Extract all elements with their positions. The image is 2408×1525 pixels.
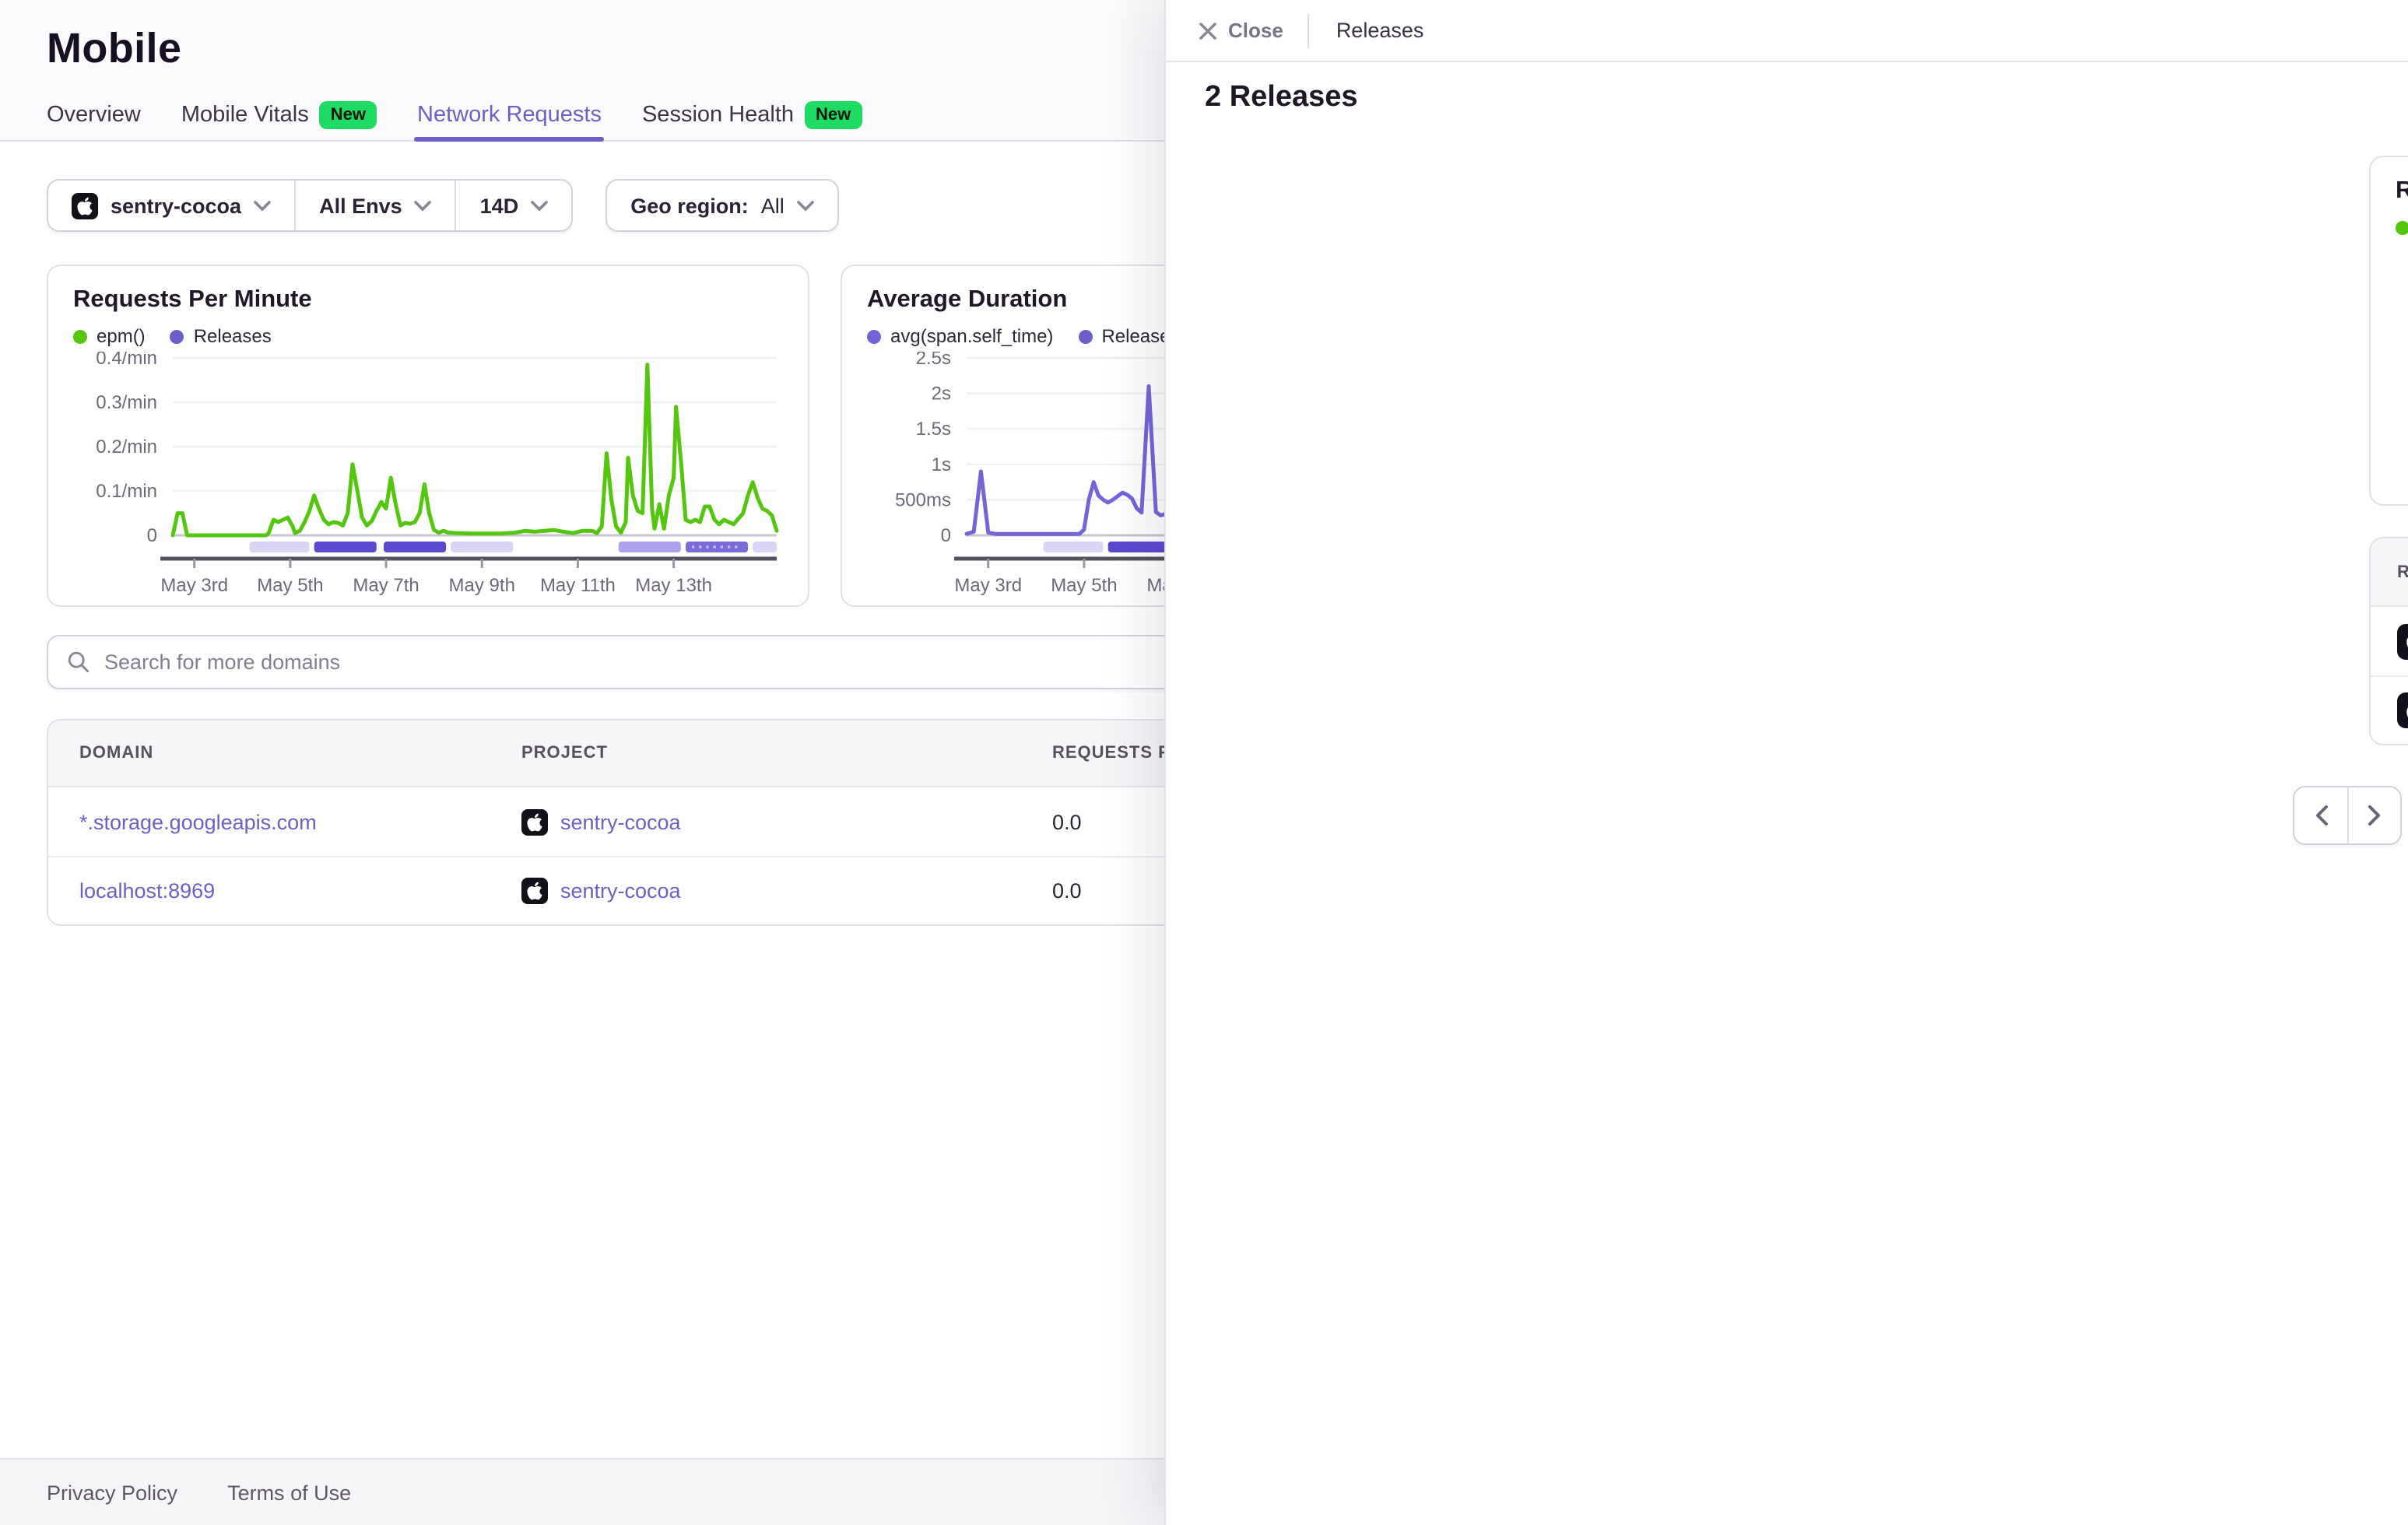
releases-table: RELEASE NEW ISSUES CREATED 8.50.1 (1) 0 … [2369, 537, 2408, 745]
apple-icon [521, 878, 548, 904]
page-filter-group: sentry-cocoa All Envs 14D [47, 179, 574, 232]
legend-dot [1078, 329, 1093, 343]
svg-text:0.3/min: 0.3/min [96, 392, 157, 413]
column-header-release: RELEASE [2371, 563, 2408, 581]
svg-text:500ms: 500ms [895, 489, 951, 510]
chart-title: Average Duration [867, 286, 1068, 313]
chart-legend: epm() Releases [2396, 216, 2408, 238]
next-page-button[interactable] [2347, 787, 2400, 843]
svg-text:May 5th: May 5th [257, 575, 323, 596]
svg-text:0.1/min: 0.1/min [96, 481, 157, 502]
domain-link[interactable]: *.storage.googleapis.com [79, 810, 317, 833]
geo-region-value: All [760, 194, 785, 217]
tab-session-health[interactable]: Session Health New [642, 90, 862, 140]
environment-selector-value: All Envs [319, 194, 402, 217]
chevron-down-icon [254, 200, 271, 211]
svg-text:May 5th: May 5th [1051, 575, 1117, 596]
chart-legend: epm() Releases [73, 325, 783, 347]
chart-title: Requests Per Minute [2396, 177, 2408, 205]
geo-region-label: Geo region: [630, 194, 749, 217]
svg-text:2.5s: 2.5s [916, 352, 951, 369]
apple-icon [2397, 623, 2408, 659]
svg-text:May 9th: May 9th [449, 575, 515, 596]
chevron-down-icon [796, 200, 814, 211]
tab-mobile-vitals[interactable]: Mobile Vitals New [181, 90, 377, 140]
panel-title: Releases [1336, 19, 1424, 42]
releases-count-heading: 2 Releases [1205, 81, 1358, 114]
table-row: 8.50.1 (1) 0 May 12, 2025 15:02:52 EDT [2371, 607, 2408, 675]
legend-dot [170, 329, 184, 343]
terms-of-use-link[interactable]: Terms of Use [227, 1481, 352, 1504]
svg-text:1s: 1s [932, 454, 951, 475]
svg-text:May 7th: May 7th [353, 575, 419, 596]
releases-panel: Close Releases 2 Releases Requests Per M… [1164, 0, 2408, 1525]
legend-item-epm[interactable]: epm() [73, 325, 146, 347]
legend-item-epm[interactable]: epm() [2396, 216, 2408, 238]
panel-requests-per-minute-card: Requests Per Minute epm() Releases 1/min… [2369, 156, 2408, 506]
pagination [2293, 786, 2402, 845]
tab-network-requests[interactable]: Network Requests [414, 90, 606, 142]
legend-dot [73, 329, 87, 343]
legend-dot [867, 329, 881, 343]
tab-bar: Overview Mobile Vitals New Network Reque… [47, 90, 862, 142]
page-title: Mobile [47, 25, 182, 72]
legend-item-releases[interactable]: Releases [170, 325, 272, 347]
geo-filter-group: Geo region: All [606, 179, 839, 232]
column-header-domain: DOMAIN [79, 744, 154, 762]
requests-per-minute-card: Requests Per Minute epm() Releases 0.4/m… [47, 265, 809, 607]
releases-table-header: RELEASE NEW ISSUES CREATED [2371, 538, 2408, 607]
date-range-selector[interactable]: 14D [455, 181, 572, 230]
svg-text:0.2/min: 0.2/min [96, 436, 157, 457]
svg-text:0.4/min: 0.4/min [96, 352, 157, 369]
svg-text:May 3rd: May 3rd [954, 575, 1022, 596]
chevron-left-icon [2315, 805, 2327, 826]
geo-region-selector[interactable]: Geo region: All [607, 181, 837, 230]
environment-selector[interactable]: All Envs [294, 181, 455, 230]
chevron-down-icon [414, 200, 432, 211]
requests-per-minute-chart[interactable]: 0.4/min 0.3/min 0.2/min 0.1/min 0 May 3rd May … [73, 352, 786, 601]
svg-text:May 11th: May 11th [540, 575, 616, 596]
svg-text:2s: 2s [932, 384, 951, 405]
apple-icon [72, 192, 98, 219]
tab-overview[interactable]: Overview [47, 103, 141, 128]
project-link[interactable]: sentry-cocoa [560, 879, 681, 903]
project-link[interactable]: sentry-cocoa [560, 810, 681, 833]
header-divider [1308, 13, 1310, 47]
panel-requests-per-minute-chart[interactable]: 1/min0.8/min0.6/min0.4/min0.2/min012:00 … [2396, 243, 2408, 501]
new-badge: New [319, 101, 377, 129]
new-badge: New [805, 101, 862, 129]
project-selector-value: sentry-cocoa [111, 194, 242, 217]
domain-link[interactable]: localhost:8969 [79, 879, 216, 903]
svg-text:May 3rd: May 3rd [160, 575, 228, 596]
date-range-value: 14D [479, 194, 519, 217]
close-icon [1199, 22, 1216, 39]
close-button[interactable]: Close [1166, 0, 1308, 61]
chart-title: Requests Per Minute [73, 286, 312, 313]
chevron-right-icon [2368, 805, 2380, 826]
panel-header: Close Releases [1166, 0, 2408, 62]
column-header-project: PROJECT [521, 744, 608, 762]
table-row: 8.50.1 (1) 0 May 12, 2025 14:17:28 EDT [2371, 675, 2408, 744]
search-icon [68, 651, 90, 673]
column-header-requests: REQUESTS P [1052, 744, 1171, 762]
filter-bar: sentry-cocoa All Envs 14D Geo region: Al… [47, 179, 839, 232]
legend-dot [2396, 220, 2408, 234]
privacy-policy-link[interactable]: Privacy Policy [47, 1481, 178, 1504]
chevron-down-icon [531, 200, 548, 211]
requests-value: 0.0 [1052, 879, 1082, 903]
svg-text:0: 0 [147, 525, 157, 546]
apple-icon [2397, 692, 2408, 728]
project-selector[interactable]: sentry-cocoa [48, 181, 294, 230]
legend-item-avg-span-self-time[interactable]: avg(span.self_time) [867, 325, 1053, 347]
svg-text:0: 0 [941, 525, 951, 546]
previous-page-button[interactable] [2294, 787, 2347, 843]
svg-text:May 13th: May 13th [635, 575, 712, 596]
apple-icon [521, 808, 548, 835]
requests-value: 0.0 [1052, 810, 1082, 833]
svg-text:1.5s: 1.5s [916, 419, 951, 440]
